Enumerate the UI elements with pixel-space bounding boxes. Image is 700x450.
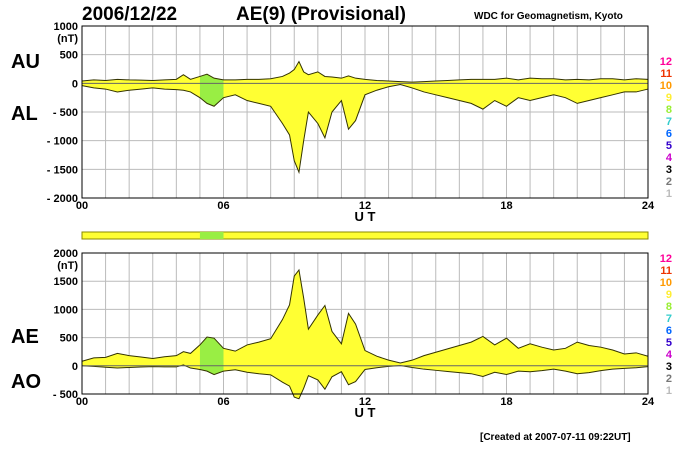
station-count-11: 11 (660, 68, 672, 80)
station-count-2: 2 (665, 373, 672, 385)
station-count-8: 8 (665, 104, 672, 116)
station-count-8: 8 (665, 301, 672, 313)
station-count-11: 11 (660, 265, 672, 277)
y-tick-label: - 1500 (47, 164, 78, 176)
y-tick-label: 2000 (54, 248, 78, 260)
quality-bar (81, 231, 649, 240)
al-label: AL (11, 103, 38, 125)
station-count-7: 7 (665, 313, 672, 325)
y-tick-label: - 500 (53, 389, 78, 401)
station-count-4: 4 (665, 349, 672, 361)
station-count-10: 10 (659, 80, 672, 92)
y-tick-label: 500 (60, 333, 78, 345)
station-count-12: 12 (659, 253, 672, 265)
series-band-highlight (199, 337, 224, 375)
station-count-10: 10 (659, 277, 672, 289)
y-tick-label: 1000 (54, 21, 78, 33)
plot-frame (81, 252, 649, 395)
x-tick-label: 18 (500, 200, 512, 212)
station-count-6: 6 (665, 325, 672, 337)
x-tick-label: 00 (76, 200, 88, 212)
y-tick-label: 1000 (54, 304, 78, 316)
station-count-9: 9 (665, 289, 672, 301)
x-tick-label: 06 (217, 200, 229, 212)
station-count-5: 5 (665, 337, 672, 349)
quiet-day-bar (81, 231, 649, 240)
created-timestamp: [Created at 2007-07-11 09:22UT] (480, 432, 631, 443)
x-tick-label: 24 (642, 200, 655, 212)
y-tick-label: - 2000 (47, 193, 78, 205)
station-count-7: 7 (665, 116, 672, 128)
ae-ao-panel: 2000 1500 1000 500 0 - 500 (nT) 00 06 12 18 24 U T (53, 248, 655, 420)
y-tick-label: - 500 (53, 107, 78, 119)
y-unit-label: (nT) (57, 260, 78, 272)
x-axis-label: U T (355, 209, 376, 224)
station-count-3: 3 (665, 164, 672, 176)
y-tick-label: 500 (60, 50, 78, 62)
y-tick-label: 0 (72, 361, 78, 373)
station-count-scale-bottom: 12 11 10 9 8 7 6 5 4 3 2 1 (650, 253, 672, 397)
series-line-ae (81, 268, 649, 364)
station-count-3: 3 (665, 361, 672, 373)
plot-frame (81, 25, 649, 199)
station-count-9: 9 (665, 92, 672, 104)
x-tick-label: 18 (500, 396, 512, 408)
date-heading: 2006/12/22 (82, 4, 178, 25)
station-count-5: 5 (665, 140, 672, 152)
station-count-12: 12 (659, 56, 672, 68)
x-tick-label: 12 (359, 200, 371, 212)
station-count-2: 2 (665, 176, 672, 188)
series-line-au (81, 60, 649, 83)
station-count-1: 1 (665, 188, 672, 200)
y-unit-label: (nT) (57, 33, 78, 45)
station-count-scale-top: 12 11 10 9 8 7 6 5 4 3 2 1 (650, 56, 672, 200)
x-tick-label: 24 (642, 396, 655, 408)
station-count-4: 4 (665, 152, 672, 164)
ae-label: AE (11, 326, 39, 348)
y-tick-label: - 1000 (47, 136, 78, 148)
x-axis-label: U T (355, 405, 376, 420)
ao-label: AO (11, 371, 41, 393)
index-title: AE(9) (Provisional) (236, 4, 406, 25)
au-al-panel: 1000 500 0 - 500 - 1000 - 1500 - 2000 (nT) 00 06 1… (47, 21, 655, 224)
y-tick-label: 0 (72, 78, 78, 90)
series-band-highlight (199, 74, 224, 107)
x-tick-label: 12 (359, 396, 371, 408)
source-label: WDC for Geomagnetism, Kyoto (474, 11, 623, 22)
quality-bar-highlight (199, 232, 224, 239)
y-tick-label: 1500 (54, 276, 78, 288)
series-line-al (81, 83, 649, 175)
au-label: AU (11, 51, 40, 73)
station-count-6: 6 (665, 128, 672, 140)
x-tick-label: 06 (217, 396, 229, 408)
station-count-1: 1 (665, 385, 672, 397)
x-tick-label: 00 (76, 396, 88, 408)
